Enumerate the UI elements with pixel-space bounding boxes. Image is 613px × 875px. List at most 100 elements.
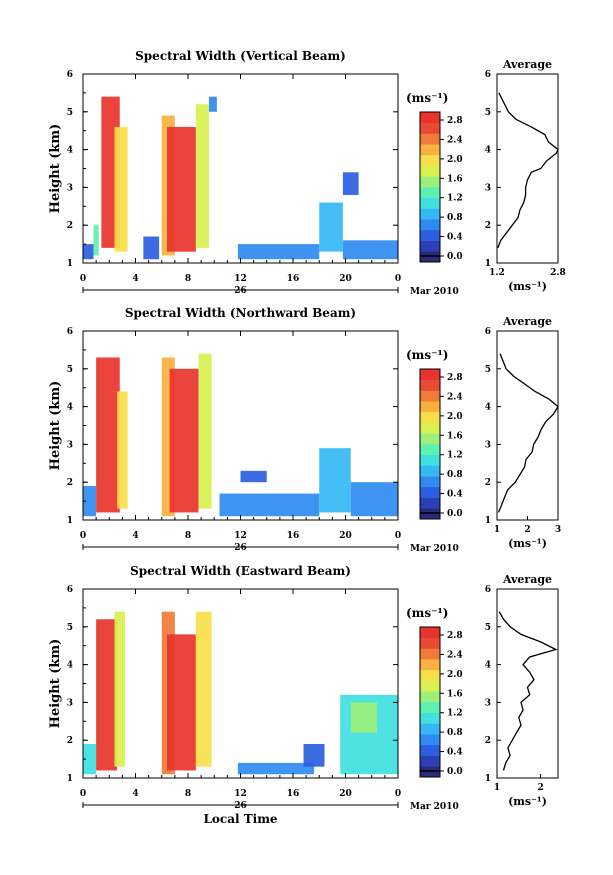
y-tick-label: 2 <box>67 221 73 231</box>
average-y-tick-label: 6 <box>485 70 491 80</box>
average-profile-line <box>497 353 559 513</box>
average-panel: Average 1 2 3 4 5 6 1.2 2.8(ms⁻¹) <box>485 58 566 293</box>
x-tick-label: 12 <box>234 531 247 541</box>
x-tick-label: 16 <box>287 531 300 541</box>
y-tick-label: 1 <box>67 774 73 784</box>
data-patch <box>114 611 125 767</box>
colorbar-segment <box>420 659 440 671</box>
colorbar-tick-label: 0.8 <box>447 470 463 480</box>
colorbar-segment <box>420 766 440 778</box>
average-y-tick-label: 1 <box>485 259 491 269</box>
colorbar-segment <box>420 422 440 434</box>
colorbar-segment <box>420 240 440 252</box>
colorbar-tick-label: 0.8 <box>447 728 463 738</box>
colorbar-segment <box>420 669 440 681</box>
colorbar-tick-label: 0.8 <box>447 213 463 223</box>
y-tick-label: 1 <box>67 516 73 526</box>
colorbar-segment <box>420 112 440 124</box>
average-unit: (ms⁻¹) <box>508 795 547 808</box>
chart-title: Spectral Width (Northward Beam) <box>125 306 356 320</box>
date-label: Mar 2010 <box>410 544 459 554</box>
colorbar-tick-label: 1.6 <box>447 689 463 699</box>
y-tick-label: 4 <box>67 146 73 156</box>
y-tick-label: 6 <box>67 70 73 80</box>
y-axis-label: Height (km) <box>48 381 63 471</box>
average-y-tick-label: 3 <box>485 698 491 708</box>
x-tick-label: 8 <box>185 274 191 284</box>
x-tick-label: 0 <box>395 789 401 799</box>
colorbar-frame <box>419 626 441 778</box>
y-tick-label: 4 <box>67 403 73 413</box>
colorbar-segment <box>420 691 440 703</box>
chart-title: Spectral Width (Vertical Beam) <box>135 49 346 63</box>
average-y-tick-label: 6 <box>485 327 491 337</box>
average-unit: (ms⁻¹) <box>508 280 547 293</box>
colorbar-unit: (ms⁻¹) <box>406 91 448 105</box>
average-y-tick-label: 4 <box>485 146 491 156</box>
average-y-tick-label: 4 <box>485 403 491 413</box>
y-tick-label: 3 <box>67 440 73 450</box>
colorbar-segment <box>420 486 440 498</box>
y-tick-label: 4 <box>67 661 73 671</box>
data-patch <box>117 391 128 509</box>
data-patch <box>143 236 160 260</box>
average-y-tick-label: 3 <box>485 440 491 450</box>
x-tick-label: 20 <box>339 789 352 799</box>
panel-3: Spectral Width (Eastward Beam)123456Heig… <box>48 564 559 826</box>
average-title: Average <box>502 573 552 586</box>
colorbar-segment <box>420 712 440 724</box>
colorbar: 0.0 0.4 0.8 1.2 1.6 2.0 2.4 2.8 (ms⁻¹) <box>406 348 463 520</box>
data-patch <box>350 702 377 733</box>
x-tick-label: 16 <box>287 789 300 799</box>
data-patch <box>195 104 209 248</box>
y-axis-label: Height (km) <box>48 124 63 214</box>
average-x-tick-label: 1.2 <box>489 268 505 278</box>
data-patch <box>114 126 128 252</box>
y-tick-label: 3 <box>67 183 73 193</box>
average-title: Average <box>502 315 552 328</box>
colorbar-segment <box>420 154 440 166</box>
colorbar-segment <box>420 165 440 177</box>
average-y-tick-label: 6 <box>485 585 491 595</box>
data-patch <box>303 743 325 767</box>
colorbar-segment <box>420 476 440 488</box>
colorbar-segment <box>420 390 440 402</box>
colorbar-segment <box>420 444 440 456</box>
panel-2: Spectral Width (Northward Beam)123456Hei… <box>48 306 561 554</box>
colorbar-segment <box>420 497 440 509</box>
data-patch <box>342 172 359 195</box>
colorbar-unit: (ms⁻¹) <box>406 606 448 620</box>
colorbar-tick-label: 1.2 <box>447 194 463 204</box>
average-y-tick-label: 2 <box>485 221 491 231</box>
average-x-tick-label: 2 <box>524 525 530 535</box>
colorbar-segment <box>420 187 440 199</box>
colorbar-segment <box>420 251 440 263</box>
average-y-tick-label: 1 <box>485 774 491 784</box>
data-patch <box>167 126 196 252</box>
colorbar: 0.0 0.4 0.8 1.2 1.6 2.0 2.4 2.8 (ms⁻¹) <box>406 91 463 263</box>
x-tick-label: 12 <box>234 274 247 284</box>
date-label: Mar 2010 <box>410 802 459 812</box>
day-label: 26 <box>234 801 247 811</box>
x-tick-label: 4 <box>132 789 138 799</box>
average-x-tick-label: 2 <box>537 783 543 793</box>
x-tick-label: 0 <box>395 531 401 541</box>
colorbar-segment <box>420 144 440 156</box>
colorbar-tick-label: 2.0 <box>447 155 463 165</box>
average-y-tick-label: 4 <box>485 661 491 671</box>
colorbar-segment <box>420 229 440 241</box>
colorbar-tick-label: 2.8 <box>447 373 463 383</box>
colorbar-segment <box>420 454 440 466</box>
colorbar-tick-label: 1.6 <box>447 174 463 184</box>
colorbar-segment <box>420 744 440 756</box>
colorbar-unit: (ms⁻¹) <box>406 348 448 362</box>
average-unit: (ms⁻¹) <box>508 537 547 550</box>
data-patch <box>198 353 212 509</box>
y-axis-label: Height (km) <box>48 639 63 729</box>
x-tick-label: 0 <box>80 274 86 284</box>
colorbar-segment <box>420 208 440 220</box>
average-x-tick-label: 1 <box>494 783 500 793</box>
colorbar-tick-label: 2.8 <box>447 631 463 641</box>
y-tick-label: 6 <box>67 327 73 337</box>
y-tick-label: 5 <box>67 623 73 633</box>
